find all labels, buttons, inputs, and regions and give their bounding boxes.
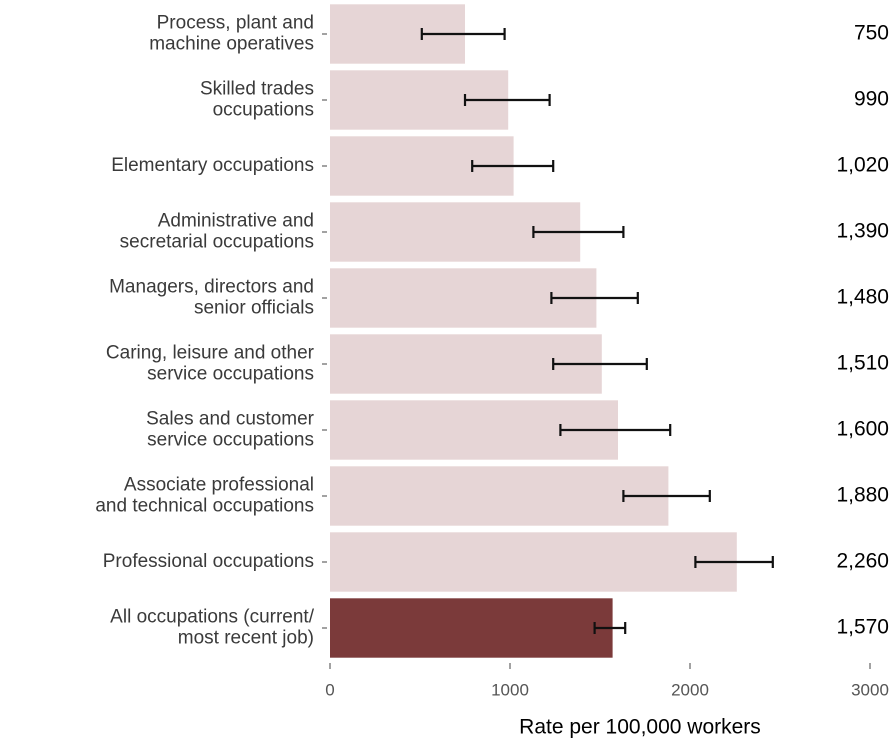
- error-bar: [420, 28, 506, 40]
- bar: [330, 532, 737, 592]
- x-tick-label: 2000: [671, 680, 709, 699]
- y-tick-label: Managers, directors and senior officials: [109, 277, 314, 319]
- error-bar: [559, 424, 672, 436]
- bar: [330, 466, 669, 526]
- x-axis-title: Rate per 100,000 workers: [519, 716, 761, 739]
- error-bar: [550, 292, 639, 304]
- y-tick-label: Professional occupations: [103, 551, 314, 572]
- y-tick-label: All occupations (current/most recent job…: [110, 607, 315, 649]
- error-bar: [593, 622, 627, 634]
- value-label: 750: [854, 22, 889, 45]
- error-bar: [532, 226, 625, 238]
- value-label: 990: [854, 88, 889, 111]
- y-tick-label: Elementary occupations: [111, 155, 314, 176]
- value-label: 1,390: [836, 220, 889, 243]
- value-label: 1,480: [836, 286, 889, 309]
- error-bar: [552, 358, 648, 370]
- value-label: 1,880: [836, 484, 889, 507]
- value-label: 1,600: [836, 418, 889, 441]
- error-bar: [694, 556, 774, 568]
- error-bar: [471, 160, 555, 172]
- y-tick-label: Administrative and secretarial occupation…: [120, 211, 314, 253]
- error-bar: [622, 490, 711, 502]
- y-tick-label: Process, plant and machine operatives: [149, 13, 314, 55]
- x-tick-label: 3000: [851, 680, 889, 699]
- value-label: 2,260: [836, 550, 889, 573]
- x-tick-label: 1000: [491, 680, 529, 699]
- y-tick-label: Caring, leisure and other service occupat…: [106, 343, 315, 385]
- y-tick-label: Associate professional and technical occu…: [95, 475, 314, 517]
- value-label: 1,020: [836, 154, 889, 177]
- x-tick-label: 0: [325, 680, 334, 699]
- y-tick-label: Sales and customer service occupations: [146, 409, 315, 451]
- error-bar: [463, 94, 551, 106]
- value-label: 1,570: [836, 616, 889, 639]
- value-label: 1,510: [836, 352, 889, 375]
- bar: [330, 598, 613, 658]
- y-tick-label: Skilled trades occupations: [200, 79, 314, 121]
